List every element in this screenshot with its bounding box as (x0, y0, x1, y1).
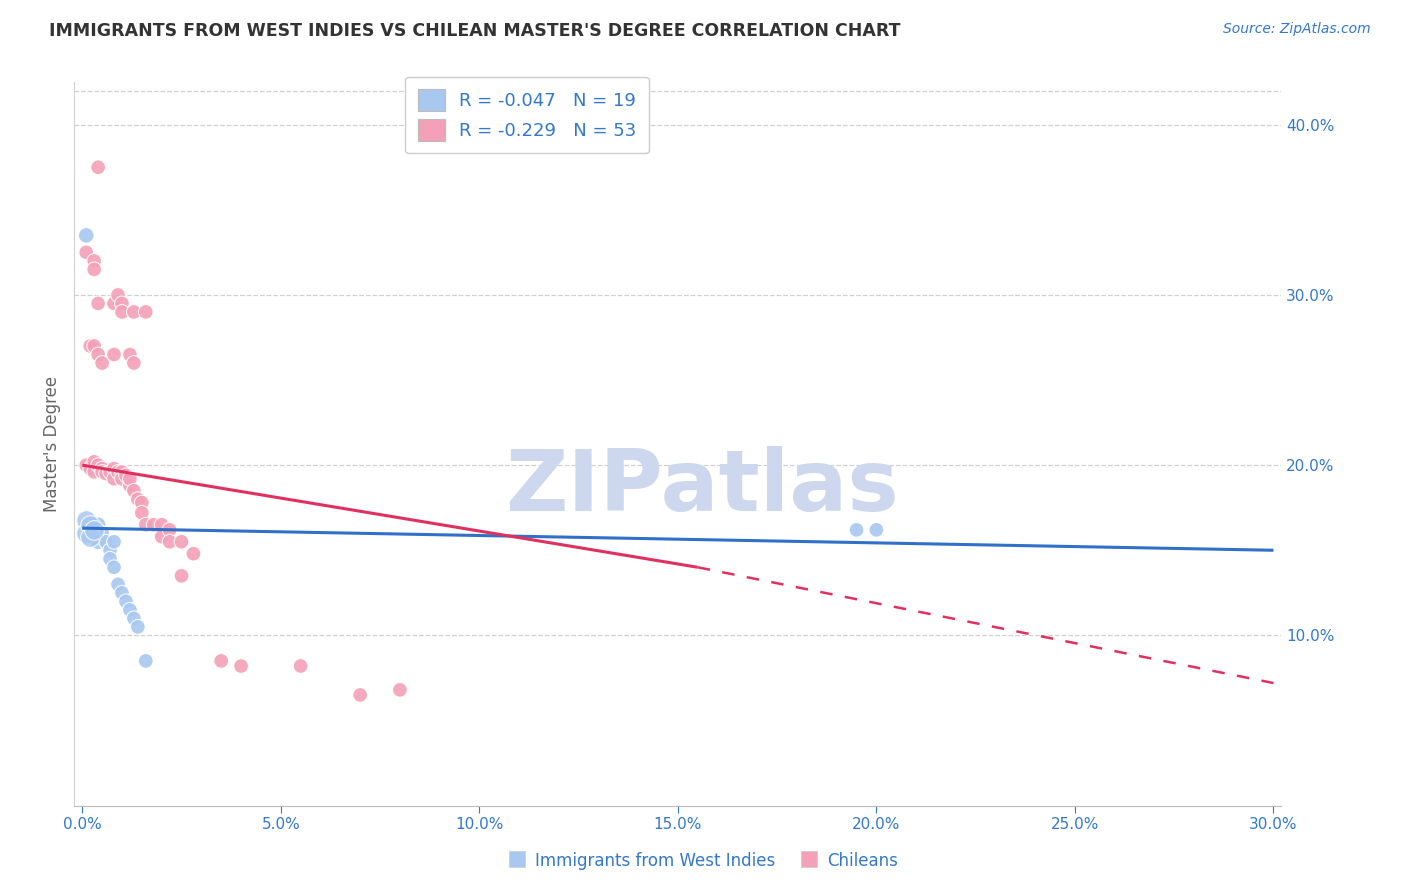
Point (75, 526, 97, 541)
Point (135, 305, 157, 319)
Point (150, 530, 173, 544)
Point (115, 594, 138, 608)
Point (87, 161, 110, 175)
Point (170, 534, 193, 549)
Point (111, 586, 134, 600)
Point (103, 461, 125, 475)
Point (142, 517, 165, 532)
Text: IMMIGRANTS FROM WEST INDIES VS CHILEAN MASTER'S DEGREE CORRELATION CHART: IMMIGRANTS FROM WEST INDIES VS CHILEAN M… (49, 22, 901, 40)
Point (150, 517, 173, 532)
Point (98, 465, 121, 479)
Point (135, 517, 157, 532)
Point (115, 468, 138, 483)
Point (111, 472, 134, 486)
Point (209, 654, 232, 668)
Point (98, 551, 121, 566)
Point (107, 577, 129, 591)
Point (103, 296, 125, 310)
Point (91, 526, 114, 541)
Point (83, 253, 105, 268)
Point (83, 517, 105, 532)
Point (94, 534, 117, 549)
Point (159, 523, 181, 537)
Point (83, 455, 105, 469)
Point (83, 339, 105, 353)
Point (79, 517, 101, 532)
Point (94, 467, 117, 481)
Legend: R = -0.047   N = 19, R = -0.229   N = 53: R = -0.047 N = 19, R = -0.229 N = 53 (405, 77, 650, 153)
Point (122, 483, 145, 498)
Point (91, 356, 114, 370)
Point (87, 296, 110, 310)
Point (98, 543, 121, 558)
Point (87, 534, 110, 549)
Point (103, 560, 125, 574)
Point (75, 513, 97, 527)
Point (127, 492, 149, 507)
Point (131, 506, 153, 520)
Point (183, 547, 205, 561)
Point (103, 534, 125, 549)
Point (75, 245, 97, 260)
Point (349, 688, 371, 702)
Point (107, 288, 129, 302)
Point (118, 472, 141, 486)
Point (131, 495, 153, 509)
Point (79, 339, 101, 353)
Point (127, 620, 149, 634)
Point (87, 347, 110, 361)
Point (79, 530, 101, 544)
Point (170, 569, 193, 583)
Point (865, 523, 887, 537)
Point (83, 262, 105, 277)
Point (75, 228, 97, 243)
Point (83, 465, 105, 479)
Point (103, 472, 125, 486)
Point (111, 305, 134, 319)
Point (118, 347, 141, 361)
Point (111, 465, 134, 479)
Point (122, 611, 145, 625)
Point (845, 523, 868, 537)
Text: Source: ZipAtlas.com: Source: ZipAtlas.com (1223, 22, 1371, 37)
Point (87, 458, 110, 472)
Point (159, 534, 181, 549)
Legend: Immigrants from West Indies, Chileans: Immigrants from West Indies, Chileans (502, 846, 904, 877)
Text: ZIPatlas: ZIPatlas (505, 446, 898, 529)
Point (111, 296, 134, 310)
Point (118, 478, 141, 492)
Point (290, 659, 312, 673)
Point (75, 458, 97, 472)
Point (91, 461, 114, 475)
Point (103, 347, 125, 361)
Point (91, 465, 114, 479)
Y-axis label: Master's Degree: Master's Degree (44, 376, 60, 512)
Point (122, 356, 145, 370)
Point (87, 517, 110, 532)
Point (388, 682, 411, 697)
Point (135, 654, 157, 668)
Point (83, 523, 105, 537)
Point (229, 659, 252, 673)
Point (79, 461, 101, 475)
Point (118, 603, 141, 617)
Point (122, 305, 145, 319)
Point (107, 465, 129, 479)
